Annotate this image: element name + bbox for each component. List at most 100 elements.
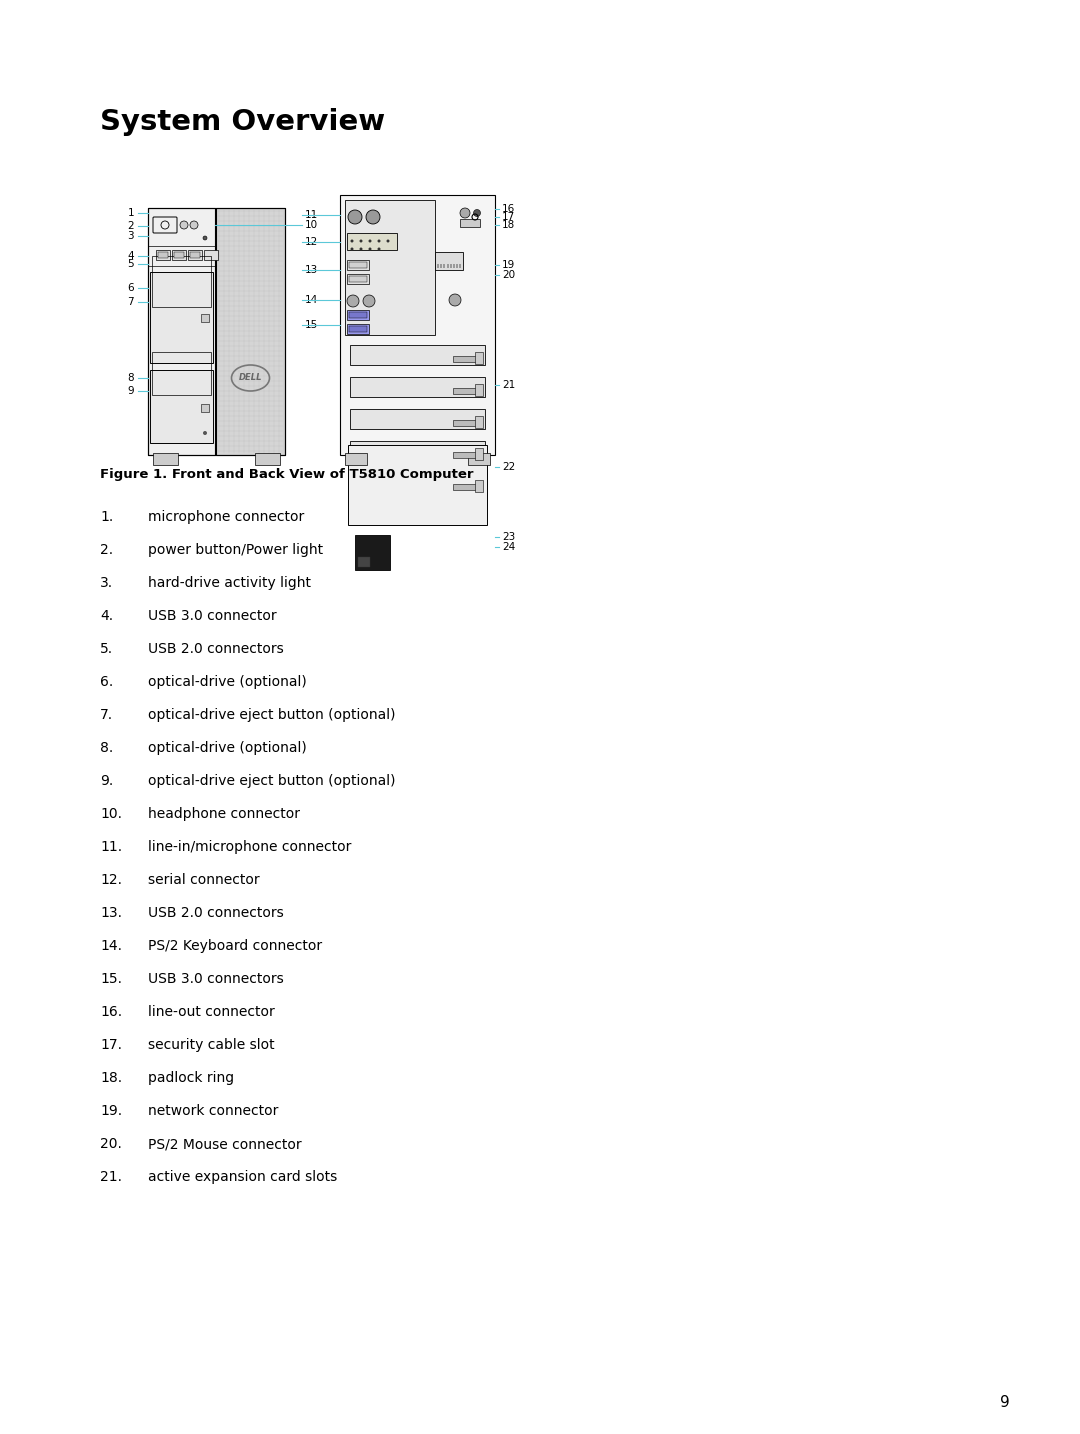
Text: optical-drive eject button (optional): optical-drive eject button (optional) xyxy=(148,774,395,789)
Bar xyxy=(453,420,478,426)
Bar xyxy=(188,250,202,260)
Text: 20: 20 xyxy=(502,270,515,280)
Text: 20.: 20. xyxy=(100,1137,122,1152)
Text: 16: 16 xyxy=(502,204,515,214)
Bar xyxy=(153,453,178,465)
Bar xyxy=(348,445,487,525)
Circle shape xyxy=(351,239,353,242)
Circle shape xyxy=(368,248,372,251)
Text: 21: 21 xyxy=(502,380,515,390)
Bar xyxy=(475,416,483,427)
Bar xyxy=(156,250,170,260)
Text: 9.: 9. xyxy=(100,774,113,789)
Text: 13: 13 xyxy=(305,265,319,275)
Bar xyxy=(447,264,448,268)
Bar xyxy=(350,473,485,493)
Circle shape xyxy=(180,221,188,229)
Text: 1.: 1. xyxy=(100,511,113,523)
Text: hard-drive activity light: hard-drive activity light xyxy=(148,576,311,589)
Text: Figure 1. Front and Back View of T5810 Computer: Figure 1. Front and Back View of T5810 C… xyxy=(100,467,473,480)
Bar xyxy=(350,409,485,429)
Circle shape xyxy=(351,248,353,251)
Text: microphone connector: microphone connector xyxy=(148,511,305,523)
Text: 9: 9 xyxy=(1000,1395,1010,1410)
Circle shape xyxy=(368,239,372,242)
Text: 2: 2 xyxy=(127,221,134,231)
Text: 15: 15 xyxy=(305,320,319,330)
Bar xyxy=(349,275,367,282)
Bar xyxy=(340,195,495,455)
Text: 23: 23 xyxy=(502,532,515,542)
Circle shape xyxy=(449,294,461,305)
Text: 8: 8 xyxy=(127,373,134,383)
Bar xyxy=(190,252,200,258)
Text: 3.: 3. xyxy=(100,576,113,589)
Circle shape xyxy=(366,209,380,224)
Text: headphone connector: headphone connector xyxy=(148,807,300,822)
Text: 6.: 6. xyxy=(100,675,113,688)
Bar xyxy=(468,453,490,465)
Bar xyxy=(201,404,210,412)
Bar xyxy=(453,264,455,268)
Bar xyxy=(355,535,390,569)
Bar xyxy=(449,264,451,268)
Text: 14.: 14. xyxy=(100,939,122,954)
Text: 12.: 12. xyxy=(100,873,122,888)
Circle shape xyxy=(387,239,390,242)
Bar xyxy=(347,274,369,284)
Bar xyxy=(456,264,458,268)
Circle shape xyxy=(378,248,380,251)
Circle shape xyxy=(473,209,481,217)
Text: USB 2.0 connectors: USB 2.0 connectors xyxy=(148,642,284,655)
Text: 14: 14 xyxy=(305,295,319,305)
Text: 21.: 21. xyxy=(100,1170,122,1184)
Text: 15.: 15. xyxy=(100,972,122,987)
Bar xyxy=(350,346,485,366)
Text: line-out connector: line-out connector xyxy=(148,1005,274,1020)
Bar xyxy=(255,453,280,465)
Bar xyxy=(475,480,483,492)
Bar xyxy=(350,442,485,460)
Bar xyxy=(459,264,461,268)
Text: 19.: 19. xyxy=(100,1104,122,1119)
Text: security cable slot: security cable slot xyxy=(148,1038,274,1053)
Text: 5: 5 xyxy=(127,260,134,270)
Text: 4: 4 xyxy=(127,251,134,261)
Text: PS/2 Mouse connector: PS/2 Mouse connector xyxy=(148,1137,301,1152)
Bar xyxy=(349,326,367,333)
Text: 4.: 4. xyxy=(100,609,113,622)
Bar xyxy=(357,556,370,566)
Bar xyxy=(350,503,485,522)
Text: USB 3.0 connectors: USB 3.0 connectors xyxy=(148,972,284,987)
Bar xyxy=(453,485,478,490)
Circle shape xyxy=(347,295,359,307)
Text: System Overview: System Overview xyxy=(100,108,386,136)
Bar xyxy=(437,264,438,268)
Text: 8.: 8. xyxy=(100,741,113,754)
Bar xyxy=(350,377,485,397)
Bar xyxy=(453,389,478,394)
Text: 6: 6 xyxy=(127,282,134,293)
Bar xyxy=(152,257,211,307)
Text: 7: 7 xyxy=(127,297,134,307)
Bar xyxy=(475,351,483,364)
Circle shape xyxy=(360,248,363,251)
Bar xyxy=(347,260,369,270)
Text: 9: 9 xyxy=(127,386,134,396)
Bar xyxy=(347,324,369,334)
Text: line-in/microphone connector: line-in/microphone connector xyxy=(148,840,351,855)
Bar xyxy=(172,250,186,260)
Circle shape xyxy=(363,295,375,307)
Text: power button/Power light: power button/Power light xyxy=(148,543,323,556)
Bar xyxy=(150,370,213,443)
Text: padlock ring: padlock ring xyxy=(148,1071,234,1086)
Text: 12: 12 xyxy=(305,237,319,247)
Bar xyxy=(444,264,445,268)
Text: 22: 22 xyxy=(502,462,515,472)
Text: 10: 10 xyxy=(305,219,319,229)
Bar xyxy=(435,252,463,270)
Text: optical-drive (optional): optical-drive (optional) xyxy=(148,675,307,688)
Circle shape xyxy=(360,239,363,242)
Bar xyxy=(148,208,285,455)
Bar xyxy=(349,313,367,318)
